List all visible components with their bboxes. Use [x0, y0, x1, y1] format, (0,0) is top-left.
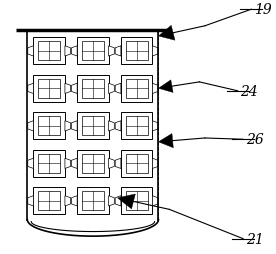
Polygon shape	[115, 121, 121, 132]
Polygon shape	[158, 26, 175, 41]
Bar	[82, 117, 104, 136]
Polygon shape	[71, 196, 77, 206]
Bar	[38, 117, 60, 136]
Polygon shape	[109, 46, 114, 57]
Polygon shape	[28, 84, 33, 94]
Bar	[126, 80, 148, 99]
Text: 21: 21	[246, 232, 264, 246]
Bar	[77, 76, 109, 102]
Bar	[33, 76, 65, 102]
Polygon shape	[71, 121, 77, 132]
Polygon shape	[115, 46, 121, 57]
Bar	[33, 38, 65, 65]
Bar	[121, 76, 152, 102]
Polygon shape	[109, 158, 114, 169]
Polygon shape	[28, 196, 33, 206]
Bar	[121, 150, 152, 177]
Bar	[121, 38, 152, 65]
Bar	[121, 188, 152, 214]
Bar	[33, 113, 65, 140]
Bar	[82, 192, 104, 211]
Polygon shape	[152, 196, 158, 206]
Polygon shape	[109, 121, 114, 132]
Polygon shape	[118, 194, 135, 209]
Polygon shape	[115, 196, 121, 206]
Bar	[77, 113, 109, 140]
Bar	[38, 80, 60, 99]
Polygon shape	[65, 196, 71, 206]
Bar	[38, 192, 60, 211]
Bar	[121, 113, 152, 140]
Text: 26: 26	[246, 133, 264, 147]
Bar	[126, 154, 148, 173]
Polygon shape	[109, 196, 114, 206]
Bar	[126, 117, 148, 136]
Polygon shape	[71, 158, 77, 169]
Polygon shape	[158, 81, 173, 93]
Polygon shape	[152, 158, 158, 169]
Polygon shape	[65, 158, 71, 169]
Bar	[77, 38, 109, 65]
Bar	[126, 42, 148, 61]
Polygon shape	[28, 46, 33, 57]
Polygon shape	[28, 158, 33, 169]
Polygon shape	[65, 121, 71, 132]
Polygon shape	[28, 121, 33, 132]
Bar	[33, 188, 65, 214]
Polygon shape	[152, 46, 158, 57]
Bar	[126, 192, 148, 211]
Text: 24: 24	[240, 85, 258, 98]
Polygon shape	[115, 84, 121, 94]
Bar	[82, 80, 104, 99]
Polygon shape	[152, 84, 158, 94]
Bar	[82, 154, 104, 173]
Text: 19: 19	[254, 3, 272, 17]
Bar	[38, 154, 60, 173]
Bar	[77, 188, 109, 214]
Polygon shape	[65, 46, 71, 57]
Bar	[38, 42, 60, 61]
Bar	[77, 150, 109, 177]
Polygon shape	[115, 158, 121, 169]
Polygon shape	[65, 84, 71, 94]
Polygon shape	[71, 84, 77, 94]
Bar	[82, 42, 104, 61]
Polygon shape	[109, 84, 114, 94]
Bar	[33, 150, 65, 177]
Polygon shape	[71, 46, 77, 57]
Polygon shape	[158, 134, 173, 148]
Polygon shape	[152, 121, 158, 132]
